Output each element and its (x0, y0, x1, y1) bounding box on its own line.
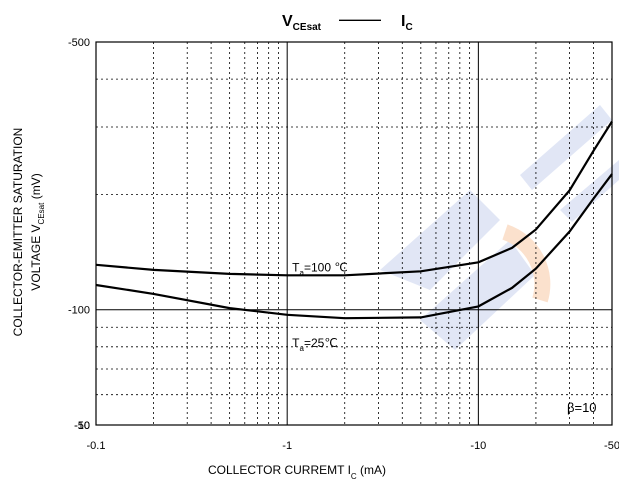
series-label-main: T (292, 260, 300, 274)
title-x-sub: C (405, 22, 412, 33)
series-line-1 (95, 173, 613, 320)
grid (96, 42, 612, 425)
title-x-main: I (401, 13, 405, 30)
series-label-sub: a (300, 268, 305, 277)
x-tick-labels: -0.1 -1 -10 -50 (87, 440, 619, 452)
series-label-main: T (292, 336, 300, 350)
y-tick-label: -50 (74, 420, 90, 432)
series-label-1: Ta=25℃ (292, 336, 338, 353)
title-y-sub: CEsat (293, 22, 322, 33)
chart-title: VCEsat ——— IC (282, 11, 413, 33)
x-tick-label: -1 (282, 440, 292, 452)
y-axis-label-unit: (mV) (29, 173, 43, 202)
x-axis-label-main: COLLECTOR CURREMT I (208, 463, 351, 477)
y-tick-label: -500 (68, 37, 90, 49)
title-dash: ——— (339, 11, 381, 27)
series-label-rest: =25℃ (304, 336, 338, 350)
y-tick-labels: -500 -100 -50-10 (68, 37, 90, 432)
y-axis-label-line1: COLLECTOR-EMITTER SATURATION (11, 128, 25, 337)
y-axis-label: COLLECTOR-EMITTER SATURATION VOLTAGE VCE… (11, 128, 46, 337)
y-axis-label-main: VOLTAGE V (29, 224, 43, 290)
series-line-0 (95, 120, 613, 277)
y-tick-label: -100 (68, 305, 90, 317)
watermark-logo (380, 105, 619, 350)
x-tick-label: -0.1 (87, 440, 106, 452)
series-labels: Ta=100 ℃Ta=25℃ (292, 260, 348, 353)
series-label-0: Ta=100 ℃ (292, 260, 348, 277)
y-axis-label-sub: CEsat (37, 202, 46, 225)
series-group (95, 120, 613, 320)
series-label-rest: =100 ℃ (304, 260, 348, 274)
plot-frame (95, 41, 613, 426)
x-axis-label-sub: C (351, 472, 357, 481)
x-tick-label: -10 (470, 440, 486, 452)
y-axis-label-line2: VOLTAGE VCEsat (mV) (29, 173, 46, 290)
series-label-sub: a (300, 344, 305, 353)
title-y-main: V (282, 13, 293, 30)
x-axis-label: COLLECTOR CURREMT IC (mA) (208, 463, 386, 481)
x-axis-label-unit: (mA) (357, 463, 386, 477)
y-tick-label: -10 (74, 420, 90, 432)
x-tick-label: -50 (604, 440, 619, 452)
beta-annotation: β=10 (567, 400, 597, 415)
